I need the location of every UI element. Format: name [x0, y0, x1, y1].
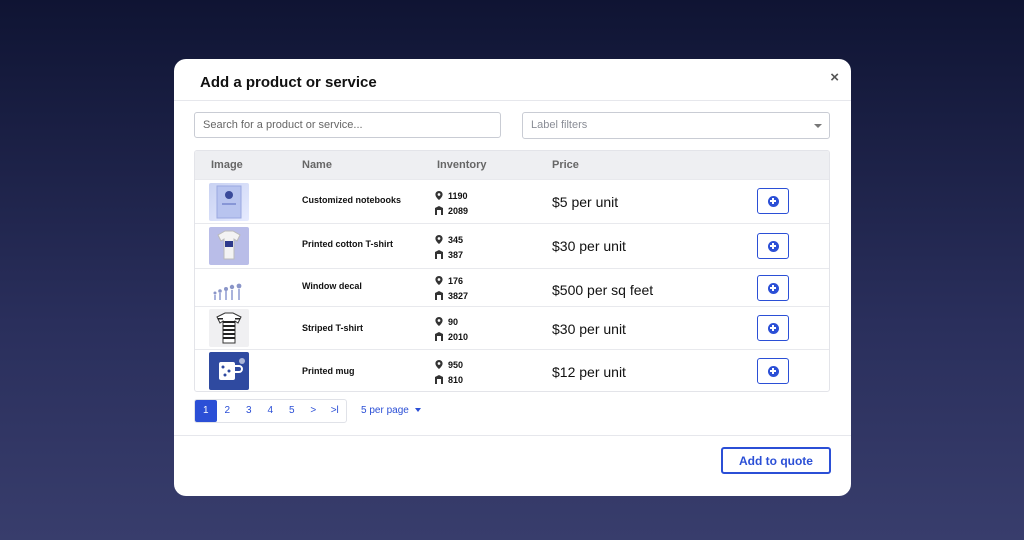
- product-name: Customized notebooks: [302, 195, 402, 205]
- next-page[interactable]: >: [310, 405, 317, 416]
- header-name: Name: [302, 159, 332, 171]
- mug-image: [209, 352, 249, 390]
- table-row: Striped T-shirt 90 2010 $30 per unit: [195, 306, 829, 349]
- chevron-down-icon: [814, 124, 822, 128]
- page-3[interactable]: 3: [245, 405, 252, 416]
- add-item-button[interactable]: [757, 188, 789, 214]
- page-5[interactable]: 5: [288, 405, 295, 416]
- plus-circle-icon: [767, 282, 779, 294]
- header-inventory: Inventory: [437, 159, 487, 171]
- location-qty: 176: [448, 275, 464, 286]
- last-page[interactable]: >l: [330, 405, 339, 416]
- inventory-cell: 90 2010: [435, 314, 468, 344]
- warehouse-icon: [435, 206, 443, 215]
- inventory-cell: 1190 2089: [435, 188, 468, 218]
- close-icon[interactable]: ×: [830, 69, 839, 86]
- location-pin-icon: [435, 317, 443, 326]
- plus-circle-icon: [767, 240, 779, 252]
- price: $30 per unit: [552, 238, 626, 254]
- striped-shirt-image: [209, 309, 249, 347]
- location-pin-icon: [435, 191, 443, 200]
- warehouse-icon: [435, 291, 443, 300]
- price: $5 per unit: [552, 194, 619, 210]
- modal-header: Add a product or service ×: [174, 59, 851, 101]
- page-4[interactable]: 4: [267, 405, 274, 416]
- inventory-cell: 345 387: [435, 232, 463, 262]
- table-row: Printed cotton T-shirt 345 387 $30 per u…: [195, 223, 829, 268]
- price: $500 per sq feet: [552, 282, 654, 298]
- warehouse-icon: [435, 250, 443, 259]
- page-1[interactable]: 1: [195, 400, 217, 422]
- tshirt-image: [209, 227, 249, 265]
- add-to-quote-button[interactable]: Add to quote: [721, 447, 831, 474]
- search-input[interactable]: [194, 112, 501, 138]
- chevron-down-icon: [414, 408, 421, 413]
- add-item-button[interactable]: [757, 233, 789, 259]
- plus-circle-icon: [767, 365, 779, 377]
- warehouse-qty: 2010: [448, 331, 469, 342]
- location-qty: 345: [448, 234, 464, 245]
- notebook-image: [209, 183, 249, 221]
- product-name: Printed mug: [302, 366, 355, 376]
- page-2[interactable]: 2: [224, 405, 231, 416]
- modal-title: Add a product or service: [200, 74, 377, 91]
- per-page-select[interactable]: 5 per page: [361, 405, 421, 416]
- pagination: 1 2 3 4 5 > >l: [194, 399, 347, 423]
- price: $12 per unit: [552, 364, 626, 380]
- plus-circle-icon: [767, 322, 779, 334]
- header-price: Price: [552, 159, 579, 171]
- add-product-modal: Add a product or service × Label filters…: [174, 59, 851, 496]
- location-pin-icon: [435, 276, 443, 285]
- location-qty: 950: [448, 359, 464, 370]
- add-item-button[interactable]: [757, 358, 789, 384]
- decal-image: [209, 269, 249, 307]
- add-item-button[interactable]: [757, 315, 789, 341]
- warehouse-qty: 810: [448, 374, 464, 385]
- label-filter-placeholder: Label filters: [531, 119, 588, 131]
- price: $30 per unit: [552, 321, 626, 337]
- location-qty: 1190: [448, 190, 468, 201]
- table-header: Image Name Inventory Price: [195, 151, 829, 179]
- footer-divider: [174, 435, 851, 436]
- label-filter-select[interactable]: Label filters: [522, 112, 830, 139]
- header-image: Image: [211, 159, 243, 171]
- product-name: Window decal: [302, 281, 362, 291]
- table-row: Customized notebooks 1190 2089 $5 per un…: [195, 179, 829, 223]
- product-name: Striped T-shirt: [302, 323, 364, 333]
- location-qty: 90: [448, 316, 459, 327]
- warehouse-qty: 3827: [448, 290, 469, 301]
- per-page-label: 5 per page: [361, 405, 409, 416]
- warehouse-icon: [435, 375, 443, 384]
- product-table: Image Name Inventory Price Customized no…: [194, 150, 830, 392]
- inventory-cell: 176 3827: [435, 273, 468, 303]
- location-pin-icon: [435, 360, 443, 369]
- warehouse-icon: [435, 332, 443, 341]
- table-row: Printed mug 950 810 $12 per unit: [195, 349, 829, 391]
- warehouse-qty: 2089: [448, 205, 469, 216]
- product-name: Printed cotton T-shirt: [302, 239, 393, 249]
- warehouse-qty: 387: [448, 249, 464, 260]
- location-pin-icon: [435, 235, 443, 244]
- inventory-cell: 950 810: [435, 357, 463, 387]
- add-item-button[interactable]: [757, 275, 789, 301]
- plus-circle-icon: [767, 195, 779, 207]
- table-row: Window decal 176 3827 $500 per sq feet: [195, 268, 829, 307]
